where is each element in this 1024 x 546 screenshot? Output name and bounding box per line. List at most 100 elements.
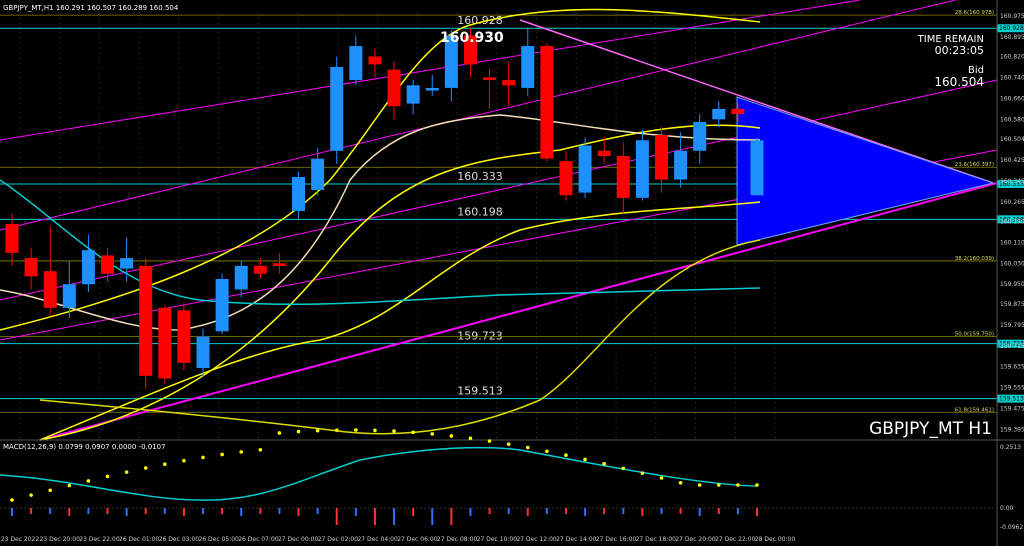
- price-tick-label: 160.345: [1000, 178, 1024, 185]
- candle-body: [215, 279, 229, 332]
- price-tick-label: 160.740: [1000, 74, 1024, 81]
- macd-dot: [678, 480, 683, 485]
- indicator-line: [39, 239, 761, 435]
- time-tick-label: 26 Dec 07:00: [238, 536, 279, 543]
- macd-dot: [583, 457, 587, 462]
- macd-dot: [392, 429, 396, 433]
- price-tick-label: 160.895: [1000, 34, 1024, 41]
- macd-dot: [334, 428, 339, 432]
- bid-label: Bid: [968, 65, 984, 76]
- price-tick-label: 160.110: [1000, 239, 1024, 246]
- candles: [5, 27, 764, 389]
- time-tick-label: 26 Dec 03:00: [159, 536, 200, 543]
- candle-body: [177, 310, 191, 363]
- level-price-tag: [997, 215, 1024, 224]
- macd-tick-label: -0.0962: [1000, 524, 1023, 531]
- macd-dot: [736, 483, 740, 487]
- fib-label: 61.8(159.461): [955, 407, 994, 413]
- candle-body: [693, 121, 707, 151]
- time-tick-label: 26 Dec 05:00: [199, 536, 240, 543]
- level-label: 160.333: [457, 170, 503, 183]
- macd-tick-label: 0.00: [1000, 505, 1014, 512]
- price-tick-label: 160.265: [1000, 199, 1024, 206]
- candle-body: [62, 284, 76, 308]
- macd-label: MACD(12,26,9) 0.0799 0.0907 0.0000 -0.01…: [3, 443, 166, 451]
- candle-body: [24, 258, 38, 277]
- indicator-line: [0, 114, 761, 331]
- time-tick-label: 23 Dec 22:00: [79, 536, 120, 543]
- candle-body: [139, 265, 153, 376]
- macd-dot: [10, 498, 14, 502]
- candle-body: [444, 35, 458, 88]
- macd-signal-line: [0, 446, 758, 501]
- time-tick-label: 27 Dec 10:00: [477, 536, 518, 543]
- price-tick-label: 160.190: [1000, 218, 1024, 225]
- candle-body: [502, 80, 516, 86]
- time-tick-label: 27 Dec 02:00: [318, 536, 359, 543]
- level-price-tag-text: 159.513: [999, 396, 1024, 403]
- macd-dot: [487, 439, 492, 443]
- candle-body: [272, 263, 286, 266]
- time-tick-label: 27 Dec 04:00: [357, 536, 398, 543]
- high-price-label: 160.930: [440, 30, 504, 46]
- price-tick-label: 159.715: [1000, 343, 1024, 350]
- macd-dot: [86, 479, 91, 483]
- candle-body: [463, 35, 477, 65]
- time-tick-label: 28 Dec 00:00: [755, 536, 796, 543]
- macd-dot: [659, 476, 664, 480]
- price-tick-label: 160.975: [1000, 13, 1024, 20]
- macd-dot: [621, 466, 626, 471]
- macd-dot: [755, 483, 759, 487]
- candle-body: [311, 158, 325, 191]
- fib-label: 23.6(160.397): [955, 162, 994, 168]
- macd-panel: 0.2513 0.00 -0.0962: [0, 428, 1023, 531]
- macd-dot: [67, 483, 72, 488]
- price-tick-label: 160.504: [1000, 136, 1024, 143]
- macd-dot: [373, 428, 377, 433]
- triangle-pattern: [736, 96, 995, 246]
- price-tick-label: 159.795: [1000, 322, 1024, 329]
- time-remain-label: TIME REMAIN: [917, 34, 984, 45]
- indicator-line: [0, 179, 761, 306]
- candle-body: [387, 69, 401, 107]
- macd-dot: [354, 428, 358, 432]
- level-price-tag-text: 160.198: [999, 216, 1024, 223]
- candle-body: [654, 135, 668, 180]
- macd-dot: [640, 471, 645, 475]
- candle-body: [101, 255, 115, 274]
- macd-dot: [163, 462, 167, 466]
- macd-dot: [182, 458, 186, 463]
- time-tick-label: 27 Dec 22:00: [715, 536, 756, 543]
- level-price-tag: [997, 394, 1024, 403]
- candle-body: [750, 140, 764, 196]
- level-label: 159.723: [457, 330, 503, 343]
- candle-body: [292, 176, 306, 211]
- level-label: 160.928: [457, 14, 503, 27]
- macd-dot: [411, 430, 415, 435]
- level-price-tag: [997, 179, 1024, 188]
- candle-body: [616, 155, 630, 198]
- channel-line: [0, 0, 861, 141]
- price-tick-label: 159.555: [1000, 385, 1024, 392]
- level-price-tag: [997, 24, 1024, 33]
- time-tick-label: 27 Dec 14:00: [556, 536, 597, 543]
- channel-line: [39, 182, 998, 441]
- price-tick-label: 160.660: [1000, 95, 1024, 102]
- candle-body: [597, 150, 611, 156]
- macd-dot: [201, 455, 205, 460]
- macd-dot: [430, 432, 435, 436]
- candle-body: [368, 56, 382, 65]
- macd-dot: [220, 452, 224, 457]
- candle-body: [674, 150, 688, 180]
- time-tick-label: 27 Dec 08:00: [437, 536, 478, 543]
- candle-body: [483, 77, 497, 81]
- macd-dot: [239, 450, 244, 454]
- level-label: 159.513: [457, 385, 503, 398]
- level-price-tag-text: 159.723: [999, 341, 1024, 348]
- price-tick-label: 159.875: [1000, 301, 1024, 308]
- macd-dot: [29, 493, 33, 497]
- macd-tick-label: 0.2513: [1000, 444, 1021, 451]
- candle-body: [712, 108, 726, 120]
- price-tick-label: 160.030: [1000, 260, 1024, 267]
